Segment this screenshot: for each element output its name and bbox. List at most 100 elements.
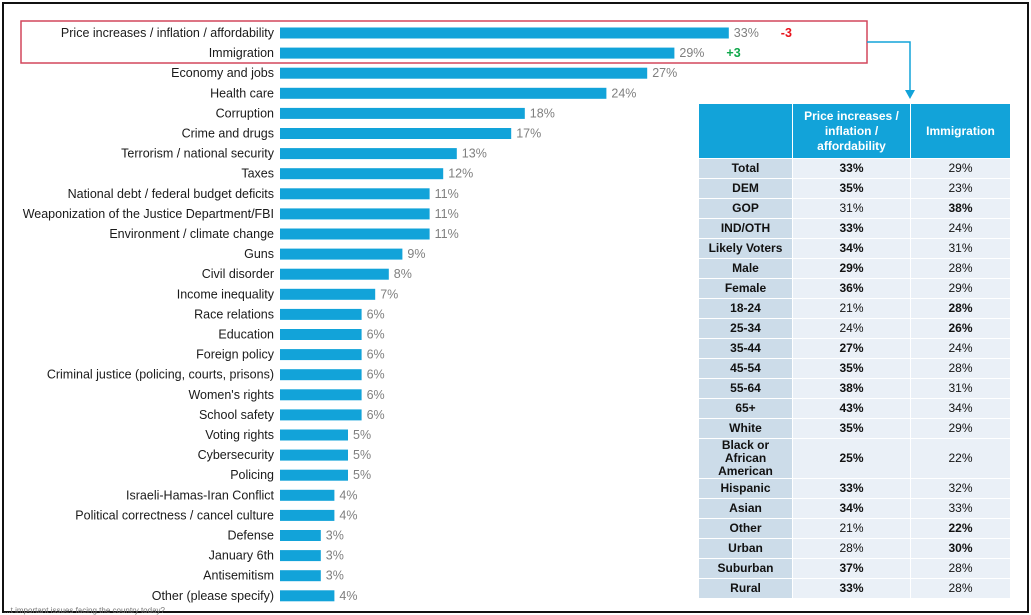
bar xyxy=(280,47,675,59)
bar xyxy=(280,288,376,300)
bar xyxy=(280,228,430,240)
crosstab-immigration-value: 26% xyxy=(910,318,1011,339)
crosstab-row: 65+ 43% 34% xyxy=(698,398,1011,419)
value-label: 5% xyxy=(353,468,371,482)
value-label: 5% xyxy=(353,428,371,442)
bar xyxy=(280,329,362,340)
category-label: Cybersecurity xyxy=(198,448,275,462)
crosstab-row: Black or African American 25% 22% xyxy=(698,438,1011,479)
bar xyxy=(280,429,348,441)
category-label: January 6th xyxy=(209,549,274,563)
crosstab-price-value: 35% xyxy=(792,358,911,379)
bar xyxy=(280,168,444,180)
bar xyxy=(280,27,729,39)
category-label: Criminal justice (policing, courts, pris… xyxy=(47,368,274,382)
crosstab-row: 45-54 35% 28% xyxy=(698,358,1011,379)
value-label: 3% xyxy=(326,569,344,583)
bar xyxy=(280,530,321,541)
crosstab-segment: Urban xyxy=(698,538,793,559)
crosstab-immigration-value: 28% xyxy=(910,358,1011,379)
crosstab-immigration-value: 28% xyxy=(910,258,1011,279)
crosstab-immigration-value: 38% xyxy=(910,198,1011,219)
crosstab-immigration-value: 31% xyxy=(910,238,1011,259)
category-label: Other (please specify) xyxy=(152,589,274,603)
category-label: Defense xyxy=(227,529,274,543)
crosstab-price-value: 24% xyxy=(792,318,911,339)
crosstab-immigration-value: 32% xyxy=(910,478,1011,499)
crosstab-row: 55-64 38% 31% xyxy=(698,378,1011,399)
bar xyxy=(280,469,348,481)
crosstab-header-row: Price increases / inflation / affordabil… xyxy=(698,103,1011,159)
value-label: 13% xyxy=(462,147,487,161)
value-label: 6% xyxy=(367,328,385,342)
value-label: 3% xyxy=(326,529,344,543)
crosstab-row: Other 21% 22% xyxy=(698,518,1011,539)
bar xyxy=(280,148,457,160)
crosstab-row: Hispanic 33% 32% xyxy=(698,478,1011,499)
crosstab-row: Likely Voters 34% 31% xyxy=(698,238,1011,259)
crosstab-row: Female 36% 29% xyxy=(698,278,1011,299)
crosstab-price-value: 36% xyxy=(792,278,911,299)
crosstab-immigration-value: 28% xyxy=(910,578,1011,599)
crosstab-segment: IND/OTH xyxy=(698,218,793,239)
crosstab-immigration-value: 34% xyxy=(910,398,1011,419)
category-label: Income inequality xyxy=(177,287,275,301)
crosstab-price-value: 34% xyxy=(792,238,911,259)
category-label: Price increases / inflation / affordabil… xyxy=(61,26,275,40)
bar xyxy=(280,87,607,99)
bar xyxy=(280,268,389,280)
bar xyxy=(280,188,430,200)
category-label: Environment / climate change xyxy=(109,227,274,241)
connector-arrowhead xyxy=(905,90,915,99)
crosstab-segment: 25-34 xyxy=(698,318,793,339)
category-label: Voting rights xyxy=(205,428,274,442)
crosstab-segment: Rural xyxy=(698,578,793,599)
crosstab-segment: Hispanic xyxy=(698,478,793,499)
category-label: Taxes xyxy=(241,167,274,181)
bar xyxy=(280,389,362,401)
crosstab-segment: Likely Voters xyxy=(698,238,793,259)
crosstab-price-value: 33% xyxy=(792,478,911,499)
crosstab-segment: 35-44 xyxy=(698,338,793,359)
value-label: 4% xyxy=(339,488,357,502)
crosstab-segment: 65+ xyxy=(698,398,793,419)
bar xyxy=(280,409,362,421)
crosstab-price-value: 29% xyxy=(792,258,911,279)
value-label: 17% xyxy=(516,127,541,141)
change-label: +3 xyxy=(726,46,740,60)
crosstab-row: 18-24 21% 28% xyxy=(698,298,1011,319)
crosstab-segment: Male xyxy=(698,258,793,279)
value-label: 7% xyxy=(380,287,398,301)
value-label: 9% xyxy=(407,247,425,261)
crosstab-row: Rural 33% 28% xyxy=(698,578,1011,599)
crosstab-price-value: 31% xyxy=(792,198,911,219)
crosstab-price-value: 21% xyxy=(792,298,911,319)
crosstab-row: Urban 28% 30% xyxy=(698,538,1011,559)
category-label: Corruption xyxy=(216,106,274,120)
category-label: Immigration xyxy=(209,46,274,60)
crosstab-row: DEM 35% 23% xyxy=(698,178,1011,199)
category-label: Race relations xyxy=(194,307,274,321)
category-label: Policing xyxy=(230,468,274,482)
category-label: Antisemitism xyxy=(203,569,274,583)
crosstab-price-value: 38% xyxy=(792,378,911,399)
bars-layer: Price increases / inflation / affordabil… xyxy=(23,26,792,603)
crosstab-immigration-value: 23% xyxy=(910,178,1011,199)
value-label: 27% xyxy=(652,66,677,80)
value-label: 29% xyxy=(679,46,704,60)
bar xyxy=(280,489,335,501)
crosstab-segment: Total xyxy=(698,158,793,179)
bar xyxy=(280,128,512,139)
crosstab-immigration-value: 28% xyxy=(910,558,1011,579)
crosstab-header-price: Price increases / inflation / affordabil… xyxy=(792,103,911,159)
value-label: 24% xyxy=(611,86,636,100)
bar xyxy=(280,308,362,320)
crosstab-price-value: 34% xyxy=(792,498,911,519)
crosstab-segment: 55-64 xyxy=(698,378,793,399)
value-label: 11% xyxy=(435,227,459,241)
crosstab-price-value: 28% xyxy=(792,538,911,559)
crosstab-price-value: 35% xyxy=(792,178,911,199)
crosstab-immigration-value: 29% xyxy=(910,278,1011,299)
